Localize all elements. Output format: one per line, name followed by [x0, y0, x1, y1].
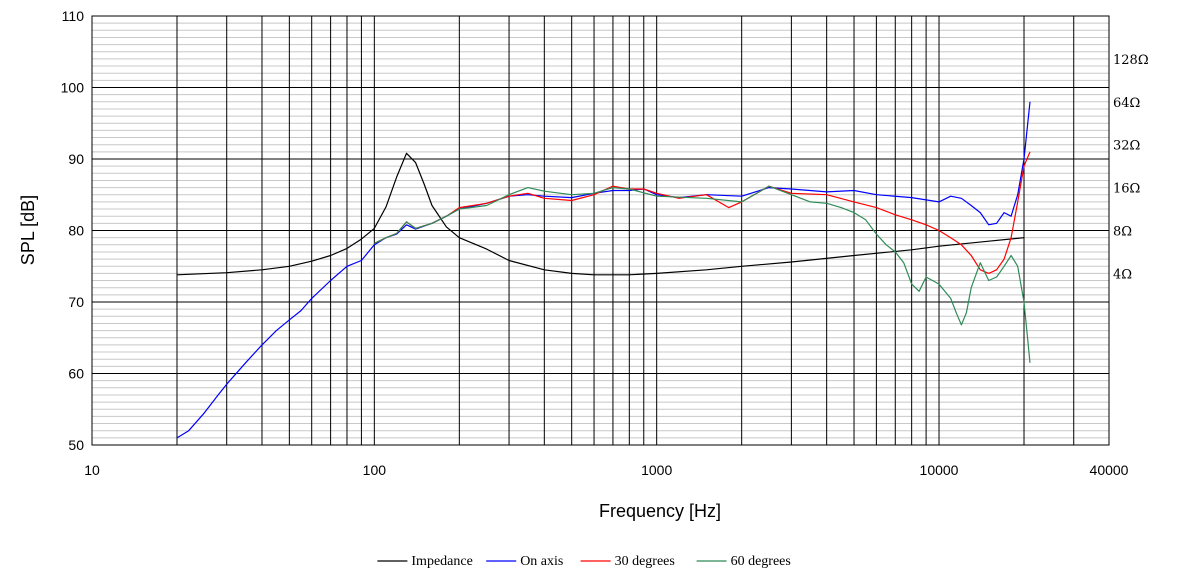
- y-tick-label: 80: [68, 223, 84, 239]
- impedance-tick-labels: 4Ω 8Ω 16Ω 32Ω 64Ω 128Ω: [1113, 53, 1149, 282]
- plot-frame: [91, 15, 1110, 446]
- y-axis-title: SPL [dB]: [18, 195, 38, 265]
- impedance-tick-label: 64Ω: [1113, 96, 1140, 111]
- y-tick-label: 110: [62, 8, 85, 24]
- legend-label-30-degrees: 30 degrees: [615, 554, 675, 569]
- y-tick-label: 70: [68, 294, 84, 310]
- x-tick-labels: 10 100 1000 10000 40000: [84, 462, 1128, 478]
- x-tick-label: 10: [84, 462, 100, 478]
- x-axis-title: Frequency [Hz]: [599, 501, 721, 521]
- y-tick-label: 50: [68, 437, 84, 453]
- impedance-tick-label: 4Ω: [1113, 267, 1132, 282]
- legend: Impedance On axis 30 degrees 60 degrees: [377, 554, 791, 569]
- legend-label-impedance: Impedance: [411, 554, 472, 569]
- legend-label-60-degrees: 60 degrees: [731, 554, 791, 569]
- x-tick-label: 100: [363, 462, 387, 478]
- vertical-gridlines: [176, 16, 1110, 445]
- x-tick-label: 40000: [1090, 462, 1129, 478]
- series-line-60-degrees: [374, 185, 1031, 363]
- y-tick-labels: 50 60 70 80 90 100 110: [61, 8, 85, 453]
- x-tick-label: 10000: [920, 462, 959, 478]
- y-tick-label: 100: [61, 80, 85, 96]
- impedance-tick-label: 32Ω: [1113, 139, 1140, 154]
- x-tick-label: 1000: [641, 462, 672, 478]
- legend-label-on-axis: On axis: [520, 554, 563, 569]
- series-line-impedance: [176, 152, 1025, 276]
- y-tick-label: 90: [68, 151, 84, 167]
- y-tick-label: 60: [68, 366, 84, 382]
- series-line-on-axis: [176, 101, 1031, 439]
- impedance-tick-label: 128Ω: [1113, 53, 1149, 68]
- series-line-30-degrees: [374, 151, 1031, 274]
- impedance-tick-label: 16Ω: [1113, 182, 1140, 197]
- series-layer: [176, 101, 1031, 439]
- impedance-tick-label: 8Ω: [1113, 225, 1132, 240]
